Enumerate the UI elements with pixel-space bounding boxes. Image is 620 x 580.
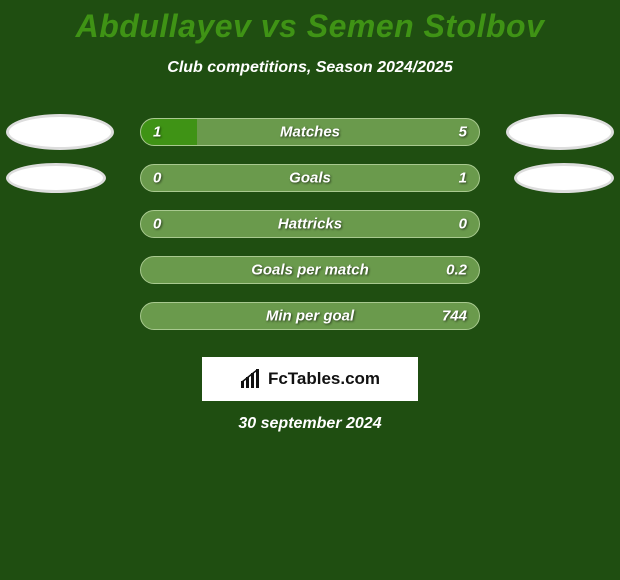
stat-row: Min per goal 744 bbox=[0, 293, 620, 339]
stat-rows: 1 Matches 5 0 Goals 1 0 Hattricks 0 Goals per mat… bbox=[0, 109, 620, 339]
stat-bar: 1 Matches 5 bbox=[140, 118, 480, 146]
comparison-infographic: Abdullayev vs Semen Stolbov Club competi… bbox=[0, 0, 620, 580]
stat-left-value: 0 bbox=[153, 170, 161, 187]
stat-bar: Goals per match 0.2 bbox=[140, 256, 480, 284]
stat-row: Goals per match 0.2 bbox=[0, 247, 620, 293]
date-label: 30 september 2024 bbox=[0, 415, 620, 433]
branding-text: FcTables.com bbox=[268, 369, 380, 389]
stat-left-value: 1 bbox=[153, 124, 161, 141]
stat-bar-fill bbox=[141, 119, 197, 145]
player-right-avatar bbox=[506, 114, 614, 150]
barchart-icon bbox=[240, 369, 262, 389]
stat-row: 1 Matches 5 bbox=[0, 109, 620, 155]
player-left-avatar bbox=[6, 163, 106, 193]
stat-right-value: 5 bbox=[459, 124, 467, 141]
stat-bar: 0 Hattricks 0 bbox=[140, 210, 480, 238]
stat-right-value: 1 bbox=[459, 170, 467, 187]
stat-label: Matches bbox=[280, 124, 340, 141]
stat-row: 0 Goals 1 bbox=[0, 155, 620, 201]
subtitle: Club competitions, Season 2024/2025 bbox=[0, 59, 620, 77]
stat-row: 0 Hattricks 0 bbox=[0, 201, 620, 247]
stat-label: Goals per match bbox=[251, 262, 369, 279]
stat-right-value: 0 bbox=[459, 216, 467, 233]
stat-bar: 0 Goals 1 bbox=[140, 164, 480, 192]
stat-bar: Min per goal 744 bbox=[140, 302, 480, 330]
page-title: Abdullayev vs Semen Stolbov bbox=[0, 0, 620, 45]
branding-badge: FcTables.com bbox=[202, 357, 418, 401]
stat-right-value: 0.2 bbox=[446, 262, 467, 279]
stat-left-value: 0 bbox=[153, 216, 161, 233]
stat-label: Min per goal bbox=[266, 308, 354, 325]
stat-right-value: 744 bbox=[442, 308, 467, 325]
stat-label: Hattricks bbox=[278, 216, 342, 233]
stat-label: Goals bbox=[289, 170, 331, 187]
player-left-avatar bbox=[6, 114, 114, 150]
player-right-avatar bbox=[514, 163, 614, 193]
